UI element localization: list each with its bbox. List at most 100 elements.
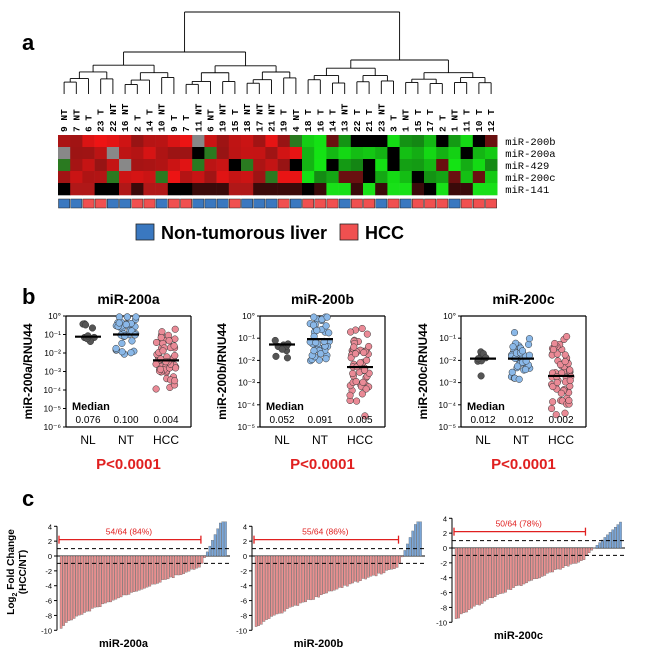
scatter-point	[363, 330, 371, 338]
heatmap-cell	[204, 147, 217, 160]
heatmap-cell	[94, 147, 108, 160]
waterfall-tick-label: 0	[443, 544, 447, 553]
heatmap-cell	[460, 183, 474, 196]
heatmap-cell	[424, 147, 437, 160]
median-value: 0.012	[470, 415, 495, 426]
scatter-point	[356, 359, 364, 367]
heatmap-cell	[326, 183, 339, 196]
y-tick-label: 10⁻²	[238, 355, 255, 365]
y-tick-label: 10⁻⁵	[44, 404, 61, 414]
scatter-point	[313, 326, 321, 334]
waterfall-bar	[395, 555, 399, 568]
waterfall-bar	[414, 524, 417, 557]
waterfall-bar	[278, 555, 281, 614]
scatter-point	[561, 357, 569, 366]
waterfall-bar	[354, 555, 357, 582]
waterfall-bar	[104, 555, 107, 604]
waterfall-bar	[543, 547, 547, 576]
heatmap-cell	[460, 135, 474, 148]
heatmap-cell	[82, 171, 95, 184]
heatmap-cell	[143, 135, 156, 148]
scatter-point	[557, 389, 565, 397]
waterfall-bar	[522, 547, 526, 585]
heatmap-cell	[460, 171, 474, 184]
heatmap-cell	[375, 159, 388, 172]
heatmap-cell	[253, 159, 266, 172]
scatter-point	[322, 322, 330, 330]
tissue-cell	[302, 198, 314, 209]
tissue-cell	[155, 198, 168, 209]
scatter-point	[123, 313, 131, 321]
scatter-title: miR-200a	[97, 291, 159, 307]
waterfall-bar	[548, 547, 552, 573]
legend-nt-label: Non-tumorous liver	[161, 223, 327, 243]
waterfall-bar	[338, 555, 341, 588]
waterfall-bar	[533, 547, 536, 580]
sample-label: 1 NT	[450, 109, 461, 132]
median-value: 0.052	[269, 415, 294, 426]
waterfall-bar	[491, 547, 494, 599]
y-tick-label: 10°	[443, 311, 456, 321]
heatmap-cell	[119, 183, 132, 196]
heatmap-cell	[460, 147, 474, 160]
waterfall-bar	[561, 547, 565, 568]
waterfall-tick-label: -6	[45, 597, 52, 606]
heatmap-cell	[302, 159, 315, 172]
annotation-text: 50/64 (78%)	[496, 519, 542, 529]
waterfall-bar	[122, 555, 125, 596]
waterfall-bar	[504, 547, 507, 593]
y-tick-label: 10⁻⁴	[237, 400, 255, 410]
y-tick-label: 10⁻³	[238, 378, 255, 388]
waterfall-bar	[551, 547, 554, 573]
waterfall-bar	[335, 555, 339, 590]
sample-label: 18 NT	[242, 103, 253, 132]
waterfall-bar	[67, 555, 71, 621]
waterfall-bar	[322, 555, 326, 594]
heatmap-cell	[436, 147, 449, 160]
heatmap-cell	[155, 171, 169, 184]
waterfall-bar	[161, 555, 165, 580]
waterfall-tick-label: -10	[41, 626, 52, 635]
group-label: NL	[475, 433, 491, 447]
heatmap-cell	[106, 159, 120, 172]
heatmap-cell	[375, 135, 388, 148]
sample-label: 9 T	[169, 115, 180, 132]
waterfall-bar	[78, 555, 81, 616]
y-tick-label: 10⁻³	[44, 367, 61, 377]
waterfall-bar	[556, 547, 560, 570]
annotation-text: 54/64 (84%)	[106, 527, 152, 537]
scatter-point	[549, 382, 557, 391]
scatter-point	[358, 324, 366, 333]
waterfall-bar	[75, 555, 79, 617]
waterfall-bar	[480, 547, 484, 604]
waterfall-bar	[145, 555, 149, 588]
median-value: 0.004	[153, 415, 178, 426]
heatmap-cell	[411, 135, 425, 148]
heatmap-cell	[82, 159, 95, 172]
waterfall-bar	[387, 555, 391, 570]
legend-nt-swatch	[135, 223, 155, 241]
scatter-panel: miR-200b 10° 10⁻¹ 10⁻² 10⁻³ 10⁻⁴ 10⁻⁵ miR-200b/…	[215, 291, 386, 473]
waterfall-title: miR-200a	[99, 638, 149, 650]
waterfall-bar	[400, 555, 404, 558]
sample-label: 17 NT	[254, 103, 265, 132]
heatmap-cell	[289, 183, 303, 196]
sample-label: 16 NT	[120, 103, 131, 132]
waterfall-bar	[72, 555, 76, 619]
sample-label: 22 NT	[108, 103, 119, 132]
sample-label: 7 T	[181, 115, 192, 132]
waterfall-bar	[377, 555, 381, 574]
heatmap-cell	[472, 159, 486, 172]
panel-label-a: a	[22, 30, 35, 55]
heatmap-cell	[106, 135, 120, 148]
tissue-cell	[216, 198, 229, 209]
waterfall-bar	[293, 555, 297, 606]
waterfall-bar	[265, 555, 268, 620]
waterfall-bar	[598, 542, 601, 549]
tissue-cell	[277, 198, 290, 209]
heatmap-cell	[314, 159, 327, 172]
scatter-point	[510, 329, 519, 337]
legend-hcc-swatch	[339, 223, 359, 241]
waterfall-bar	[112, 555, 115, 601]
y-tick-label: 10⁻³	[439, 378, 456, 388]
